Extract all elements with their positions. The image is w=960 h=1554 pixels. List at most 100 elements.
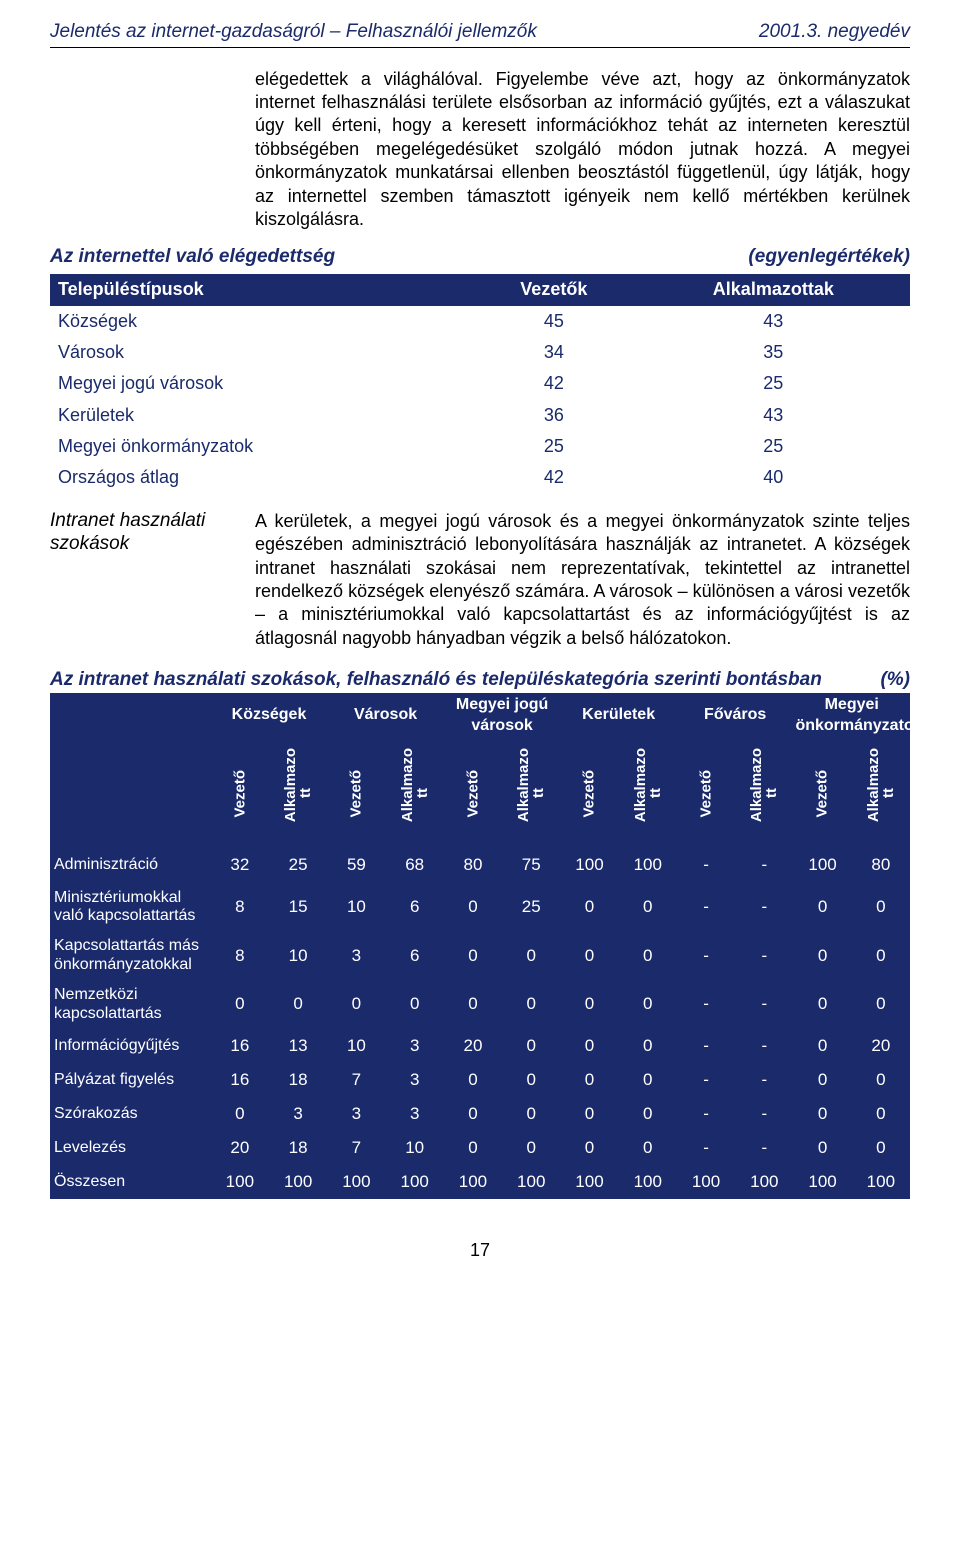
t2-cell: 0 [444, 980, 502, 1029]
t2-cell: 0 [444, 883, 502, 932]
table-row: Pályázat figyelés1618730000--00 [50, 1063, 910, 1097]
t2-cell: 0 [619, 1029, 677, 1063]
t2-cell: 0 [444, 1131, 502, 1165]
t2-cell: 100 [560, 848, 618, 882]
table1-title-left: Az internettel való elégedettség [50, 245, 335, 270]
t2-rowlabel: Adminisztráció [50, 848, 211, 882]
t2-cell: 3 [386, 1097, 444, 1131]
t2-rowlabel: Információgyűjtés [50, 1029, 211, 1063]
t2-cell: 0 [502, 931, 560, 980]
header-left: Jelentés az internet-gazdaságról – Felha… [50, 20, 537, 45]
t2-rowlabel: Szórakozás [50, 1097, 211, 1131]
intro-paragraph: elégedettek a világhálóval. Figyelembe v… [255, 68, 910, 232]
t2-cell: 100 [735, 1165, 793, 1199]
table-row: Nemzetközi kapcsolattartás00000000--00 [50, 980, 910, 1029]
t2-rowlabel: Nemzetközi kapcsolattartás [50, 980, 211, 1029]
page-header: Jelentés az internet-gazdaságról – Felha… [50, 20, 910, 48]
t2-cell: 100 [619, 848, 677, 882]
t2-cell: 0 [502, 1131, 560, 1165]
table-row: Adminisztráció322559688075100100--10080 [50, 848, 910, 882]
t2-cell: 0 [560, 1063, 618, 1097]
t2-cell: 25 [269, 848, 327, 882]
t2-g5: Megyei önkormányzatok [793, 693, 910, 739]
t2-cell: 0 [502, 980, 560, 1029]
t2-cell: 0 [560, 883, 618, 932]
t2-cell: 0 [793, 1131, 851, 1165]
t2-cell: 0 [619, 931, 677, 980]
t2-cell: 3 [386, 1029, 444, 1063]
t1-val-v: 42 [471, 462, 637, 493]
t1-val-v: 25 [471, 431, 637, 462]
t2-cell: 0 [852, 931, 910, 980]
t2-sub-vezeto: Vezető [444, 738, 502, 848]
t2-cell: 0 [852, 883, 910, 932]
t2-rowlabel: Levelezés [50, 1131, 211, 1165]
t2-cell: 0 [793, 1063, 851, 1097]
t2-cell: 68 [386, 848, 444, 882]
t2-cell: 8 [211, 931, 269, 980]
t2-cell: 100 [560, 1165, 618, 1199]
t2-cell: 100 [852, 1165, 910, 1199]
intranet-side-label: Intranet használati szokások [50, 510, 245, 556]
t2-cell: 15 [269, 883, 327, 932]
t2-cell: - [677, 1029, 735, 1063]
table1-title: Az internettel való elégedettség (egyenl… [50, 245, 910, 270]
t2-corner [50, 693, 211, 849]
t1-h2: Alkalmazottak [637, 274, 910, 305]
t2-cell: 0 [793, 883, 851, 932]
table2-title: Az intranet használati szokások, felhasz… [50, 668, 910, 693]
t2-cell: - [735, 848, 793, 882]
t2-cell: 16 [211, 1063, 269, 1097]
t2-cell: - [677, 1131, 735, 1165]
t2-cell: 0 [852, 980, 910, 1029]
t2-cell: 0 [560, 931, 618, 980]
table-row: Információgyűjtés161310320000--020 [50, 1029, 910, 1063]
table-row: Községek4543 [50, 306, 910, 337]
t2-cell: - [735, 1131, 793, 1165]
t1-val-v: 45 [471, 306, 637, 337]
t1-val-a: 43 [637, 306, 910, 337]
t2-cell: 7 [327, 1063, 385, 1097]
t2-cell: 0 [502, 1097, 560, 1131]
t2-cell: 6 [386, 883, 444, 932]
t2-sub-vezeto: Vezető [211, 738, 269, 848]
t2-cell: 25 [502, 883, 560, 932]
t2-sub-alkalmazott: Alkalmazott [269, 738, 327, 848]
t2-cell: - [735, 980, 793, 1029]
t2-cell: 0 [793, 931, 851, 980]
table-row: Kapcsolattartás más önkormányzatokkal810… [50, 931, 910, 980]
t2-cell: 0 [502, 1029, 560, 1063]
table-row: Megyei jogú városok4225 [50, 368, 910, 399]
t2-cell: 100 [269, 1165, 327, 1199]
t2-cell: 75 [502, 848, 560, 882]
t1-val-v: 42 [471, 368, 637, 399]
t2-cell: 0 [502, 1063, 560, 1097]
t2-cell: - [735, 931, 793, 980]
t2-cell: 80 [444, 848, 502, 882]
t2-cell: 80 [852, 848, 910, 882]
t2-cell: 0 [327, 980, 385, 1029]
t2-cell: 18 [269, 1131, 327, 1165]
t1-label: Megyei jogú városok [50, 368, 471, 399]
t2-g3: Kerületek [560, 693, 677, 739]
t2-cell: 100 [677, 1165, 735, 1199]
t2-cell: 6 [386, 931, 444, 980]
header-right: 2001.3. negyedév [759, 20, 910, 45]
intranet-usage-table: Községek Városok Megyei jogú városok Ker… [50, 693, 910, 1200]
t1-val-a: 40 [637, 462, 910, 493]
table1-title-right: (egyenlegértékek) [748, 245, 910, 270]
t2-rowlabel: Pályázat figyelés [50, 1063, 211, 1097]
t2-cell: 10 [327, 883, 385, 932]
t2-cell: 3 [386, 1063, 444, 1097]
t2-cell: 8 [211, 883, 269, 932]
t2-cell: 100 [793, 848, 851, 882]
t2-cell: 0 [211, 980, 269, 1029]
t2-sub-vezeto: Vezető [793, 738, 851, 848]
t2-sub-alkalmazott: Alkalmazott [502, 738, 560, 848]
t2-cell: - [677, 848, 735, 882]
t2-rowlabel: Minisztériumokkal való kapcsolattartás [50, 883, 211, 932]
t2-cell: 100 [502, 1165, 560, 1199]
t2-cell: 20 [852, 1029, 910, 1063]
t2-cell: - [735, 883, 793, 932]
t2-g1: Városok [327, 693, 444, 739]
